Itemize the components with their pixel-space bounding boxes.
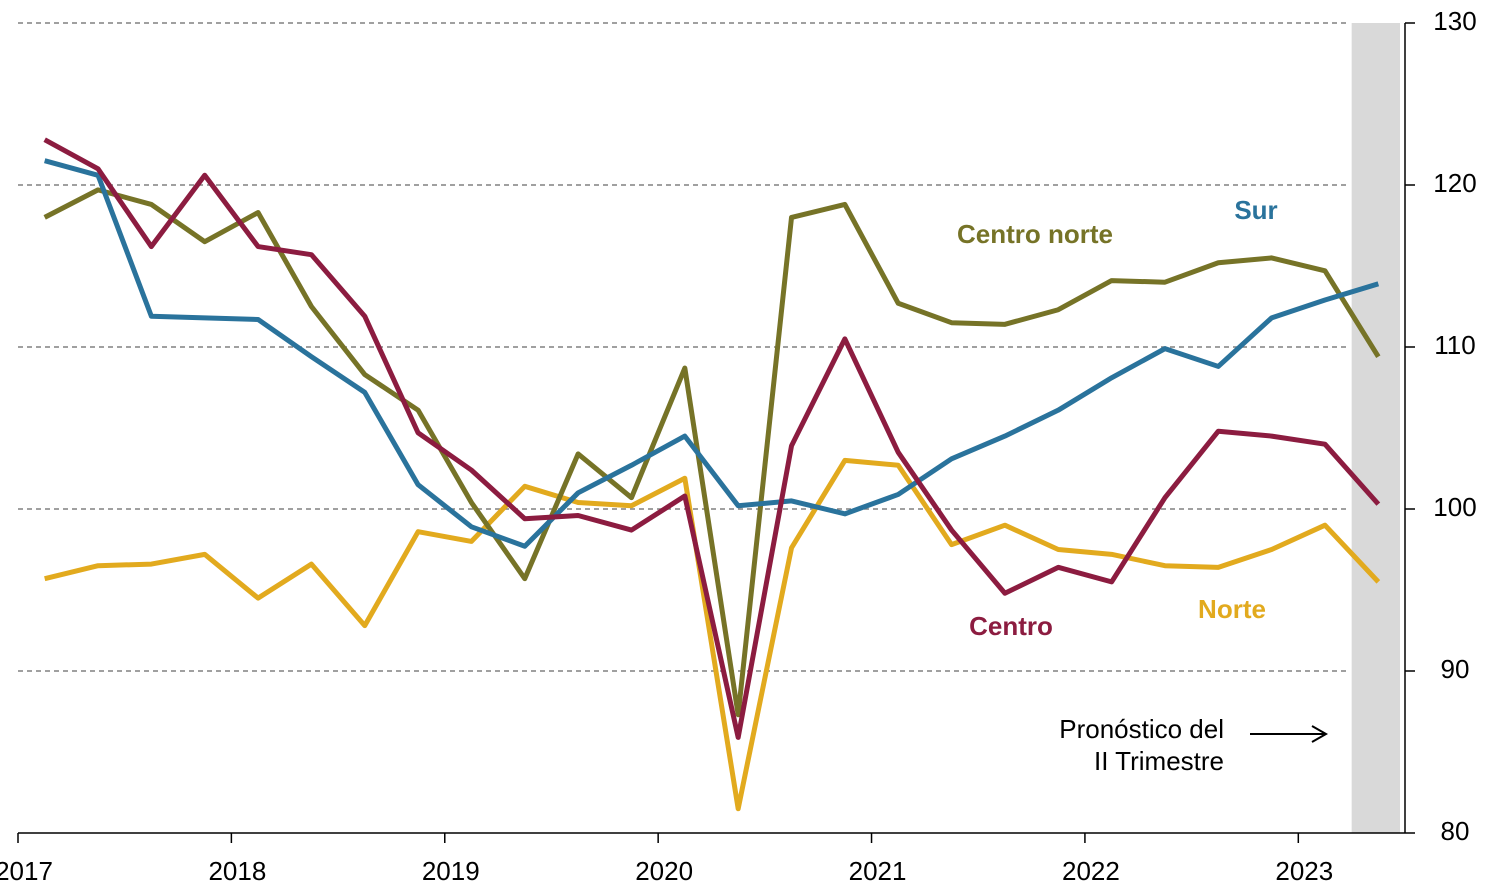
series-label: Centro norte [957, 219, 1113, 249]
y-tick-label: 80 [1441, 816, 1470, 846]
annotation: II Trimestre [1094, 746, 1224, 776]
x-tick-label: 2022 [1062, 856, 1120, 886]
x-tick-label: 2023 [1275, 856, 1333, 886]
forecast-shade [1351, 23, 1400, 833]
annotation: Pronóstico del [1059, 714, 1224, 744]
x-tick-label: 2020 [635, 856, 693, 886]
x-tick-label: 2019 [422, 856, 480, 886]
x-tick-label: 2018 [208, 856, 266, 886]
series-line [44, 457, 1381, 812]
y-tick-label: 100 [1433, 492, 1476, 522]
y-tick-label: 120 [1433, 168, 1476, 198]
series-label: Centro [969, 611, 1053, 641]
y-tick-label: 130 [1433, 6, 1476, 36]
series-line [43, 187, 1381, 718]
series-line [44, 158, 1380, 549]
series-label: Norte [1198, 594, 1266, 624]
series-label: Sur [1234, 195, 1277, 225]
y-tick-label: 90 [1441, 654, 1470, 684]
x-tick-label: 2021 [849, 856, 907, 886]
x-tick-label: 2017 [0, 856, 53, 886]
annotation-arrowhead [1311, 725, 1329, 743]
series-line [43, 137, 1381, 740]
y-tick-label: 110 [1434, 330, 1475, 360]
